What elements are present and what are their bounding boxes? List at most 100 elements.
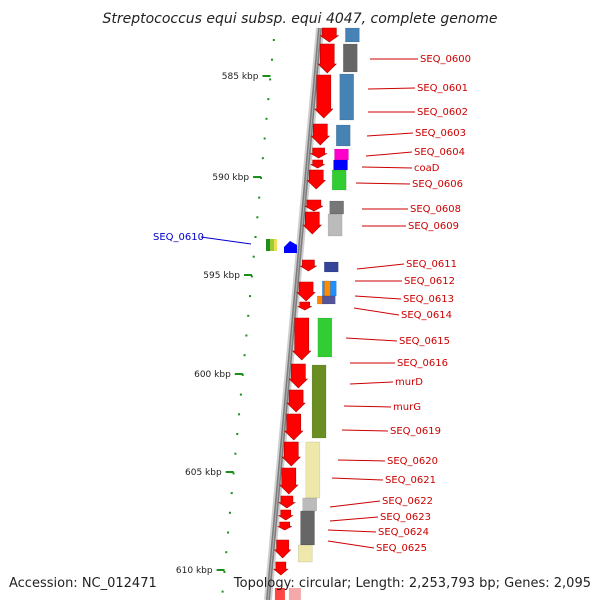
scale-dot bbox=[247, 314, 250, 317]
gene-label: SEQ_0606 bbox=[412, 179, 463, 190]
gene-arrow bbox=[319, 27, 340, 43]
gene-arrow bbox=[302, 211, 322, 235]
gene-arrow bbox=[288, 363, 309, 389]
gene-leader-line bbox=[354, 295, 402, 300]
scale-label: 585 kbp bbox=[222, 72, 259, 82]
gene-label: SEQ_0608 bbox=[410, 204, 461, 215]
gene-arrow bbox=[274, 588, 285, 600]
gene-arrow bbox=[292, 317, 312, 361]
gene-leader-line bbox=[345, 337, 398, 342]
scale-dot bbox=[228, 511, 231, 514]
accession-text: Accession: NC_012471 bbox=[9, 576, 157, 591]
gene-annotation-box bbox=[331, 169, 347, 191]
gene-leader-line bbox=[329, 500, 381, 508]
gene-label: SEQ_0616 bbox=[397, 358, 448, 369]
gene-label: SEQ_0625 bbox=[376, 543, 427, 554]
gene-annotation-box bbox=[323, 261, 339, 273]
gene-label: SEQ_0614 bbox=[401, 310, 452, 321]
gene-leader-line bbox=[353, 307, 400, 316]
scale-dot bbox=[245, 334, 248, 337]
scale-label: 610 kbp bbox=[176, 566, 213, 576]
gene-arrow bbox=[310, 159, 325, 169]
scale-dot bbox=[236, 433, 239, 435]
gene-annotation-box bbox=[302, 497, 317, 512]
gene-leader-line bbox=[349, 381, 394, 385]
scale-dot bbox=[223, 570, 226, 573]
gene-label: coaD bbox=[414, 163, 440, 174]
gene-leader-line bbox=[337, 459, 386, 462]
gene-annotation-box bbox=[300, 510, 315, 546]
gene-track bbox=[266, 27, 360, 600]
gene-label: SEQ_0613 bbox=[403, 294, 454, 305]
gene-arrow bbox=[297, 301, 312, 311]
gene-annotation-box bbox=[270, 239, 274, 251]
scale-dot bbox=[272, 39, 275, 41]
gene-annotation-box bbox=[266, 239, 270, 251]
gene-arrow bbox=[273, 561, 289, 576]
gene-arrow bbox=[279, 467, 299, 495]
gene-leader-line bbox=[355, 182, 411, 185]
gene-leader-line bbox=[343, 405, 392, 408]
scale-dot bbox=[225, 551, 228, 554]
gene-annotation-box bbox=[274, 239, 277, 251]
scale-dot bbox=[230, 492, 233, 495]
gene-annotation-box bbox=[339, 73, 355, 121]
gene-arrow bbox=[309, 147, 328, 159]
gene-label: murD bbox=[395, 377, 423, 388]
gene-label: SEQ_0603 bbox=[415, 128, 466, 139]
gene-arrow bbox=[314, 74, 334, 119]
scale-dot bbox=[250, 275, 253, 278]
gene-leader-line bbox=[361, 166, 413, 169]
scale-dot bbox=[263, 137, 266, 140]
scale-dot bbox=[227, 531, 230, 534]
genome-backbone bbox=[264, 27, 324, 600]
scale-label: 590 kbp bbox=[212, 173, 249, 183]
scale-dot bbox=[258, 196, 261, 199]
gene-arrow bbox=[277, 509, 294, 521]
gene-arrow bbox=[304, 199, 324, 212]
gene-leader-line bbox=[327, 529, 377, 533]
gene-labels: SEQ_0600 SEQ_0601 SEQ_0602 SEQ_0603 SEQ_0604… bbox=[153, 54, 471, 554]
gene-annotation-box bbox=[297, 544, 313, 563]
gene-annotation-box bbox=[334, 148, 349, 161]
gene-annotation-box bbox=[329, 200, 344, 215]
gene-label: SEQ_0611 bbox=[406, 259, 457, 270]
scale-label: 600 kbp bbox=[194, 370, 231, 380]
scale-dot bbox=[261, 157, 264, 160]
gene-leader-line bbox=[327, 540, 375, 549]
gene-label: murG bbox=[393, 402, 421, 413]
scale-dot bbox=[270, 58, 273, 61]
gene-label: SEQ_0612 bbox=[404, 276, 455, 287]
scale-dot bbox=[269, 78, 272, 81]
gene-label: SEQ_0620 bbox=[387, 456, 438, 467]
gene-arrow bbox=[286, 389, 306, 413]
scale-dot bbox=[243, 354, 246, 357]
gene-arrow bbox=[296, 281, 316, 302]
gene-annotation-box bbox=[327, 213, 343, 237]
gene-label: SEQ_0609 bbox=[408, 221, 459, 232]
gene-leader-line bbox=[200, 236, 252, 245]
gene-label: SEQ_0600 bbox=[420, 54, 471, 65]
gene-leader-line bbox=[331, 477, 384, 481]
gene-label: SEQ_0615 bbox=[399, 336, 450, 347]
gene-label: SEQ_0623 bbox=[380, 512, 431, 523]
gene-leader-line bbox=[356, 263, 405, 270]
gene-annotation-box bbox=[317, 317, 333, 358]
gene-label: SEQ_0604 bbox=[414, 147, 465, 158]
gene-leader-line bbox=[341, 429, 389, 432]
gene-label: SEQ_0619 bbox=[390, 426, 441, 437]
gene-arrow bbox=[317, 43, 337, 74]
scale-dot bbox=[232, 472, 235, 475]
scale-dot bbox=[234, 452, 237, 455]
scale-dot bbox=[254, 236, 257, 238]
gene-arrow bbox=[273, 539, 292, 559]
gene-arrow bbox=[306, 169, 326, 190]
gene-leader-line bbox=[367, 87, 416, 90]
gene-annotation-box bbox=[335, 124, 351, 147]
gene-label: SEQ_0622 bbox=[382, 496, 433, 507]
gene-annotation-box bbox=[320, 295, 336, 305]
scale-dot bbox=[239, 393, 242, 396]
gene-label: SEQ_0602 bbox=[417, 107, 468, 118]
